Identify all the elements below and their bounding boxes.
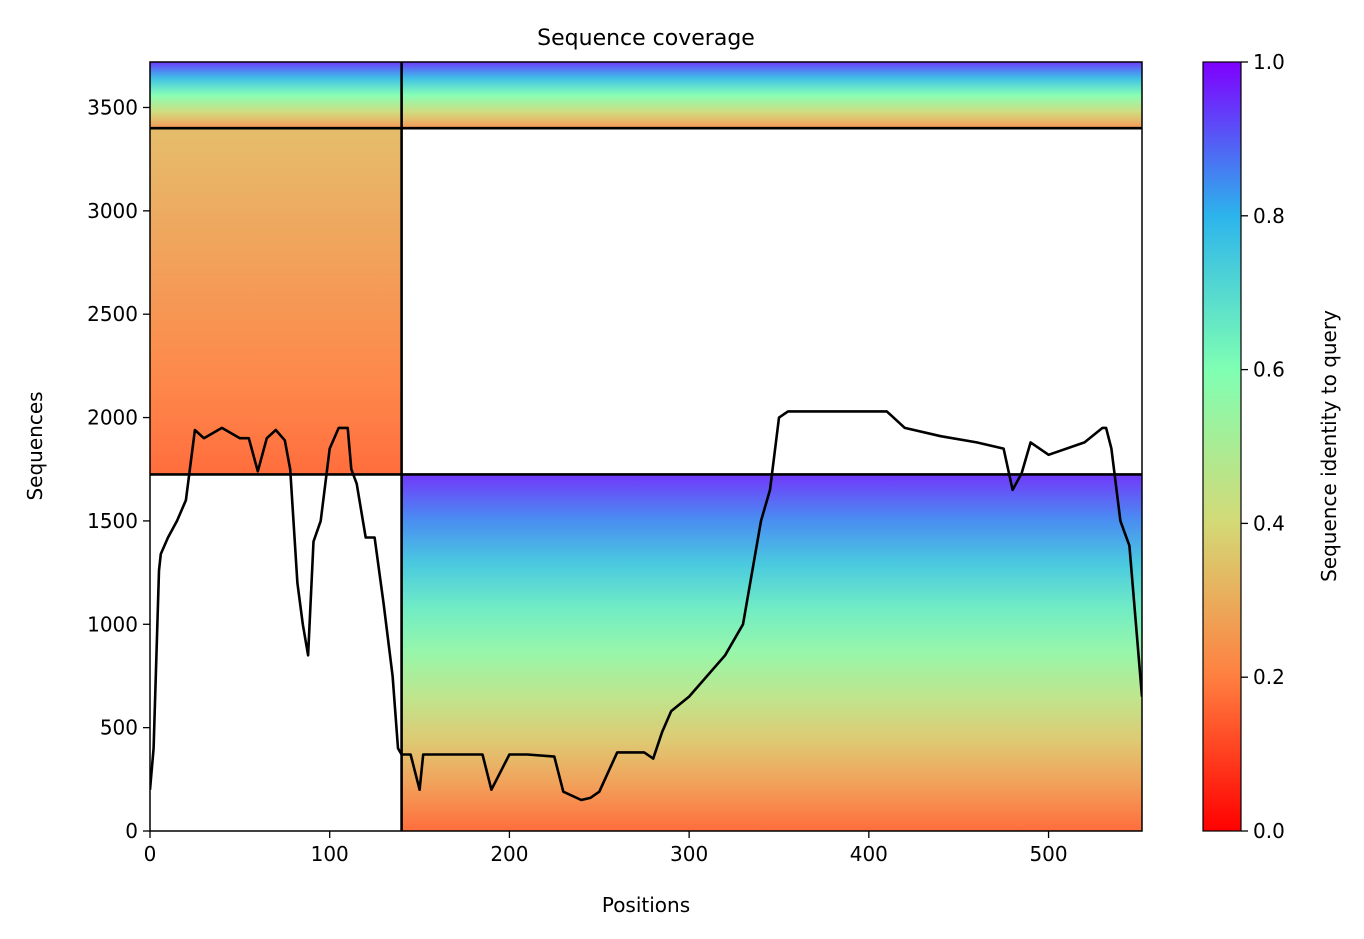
colorbar-tick-label: 0.6: [1253, 358, 1285, 382]
coverage-block: [401, 62, 1142, 129]
colorbar-axis: 0.0 0.2 0.4 0.6 0.8 1.0: [1241, 50, 1285, 843]
y-tick-label: 1000: [87, 612, 138, 636]
x-tick-label: 300: [670, 842, 708, 866]
plot-frame: [149, 61, 1143, 832]
x-axis-label: Positions: [602, 893, 690, 917]
y-tick-label: 1500: [87, 509, 138, 533]
y-tick-label: 2500: [87, 302, 138, 326]
colorbar-tick-label: 0.4: [1253, 511, 1285, 535]
x-tick-label: 500: [1029, 842, 1067, 866]
y-tick-label: 3000: [87, 199, 138, 223]
x-tick-label: 200: [490, 842, 528, 866]
coverage-block: [401, 474, 1142, 831]
y-tick-label: 500: [100, 716, 138, 740]
chart-title: Sequence coverage: [537, 26, 755, 51]
y-tick-label: 3500: [87, 95, 138, 119]
coverage-line: [150, 410, 1142, 802]
colorbar-tick-label: 0.8: [1253, 204, 1285, 228]
x-tick-label: 400: [850, 842, 888, 866]
coverage-blocks: [150, 62, 1142, 831]
y-tick-label: 0: [125, 819, 138, 843]
coverage-block: [150, 62, 402, 129]
boundary-lines: [150, 62, 1142, 831]
y-tick-label: 2000: [87, 406, 138, 430]
colorbar-label: Sequence identity to query: [1317, 310, 1341, 582]
x-tick-label: 0: [144, 842, 157, 866]
x-axis: 0 100 200 300 400 500: [144, 831, 1068, 866]
colorbar-tick-label: 1.0: [1253, 50, 1285, 74]
coverage-block: [150, 128, 402, 475]
x-tick-label: 100: [311, 842, 349, 866]
colorbar: [1202, 61, 1242, 832]
y-axis: 0 500 1000 1500 2000 2500 3000 3500: [87, 95, 150, 843]
colorbar-tick-label: 0.0: [1253, 819, 1285, 843]
colorbar-tick-label: 0.2: [1253, 665, 1285, 689]
y-axis-label: Sequences: [23, 391, 47, 500]
